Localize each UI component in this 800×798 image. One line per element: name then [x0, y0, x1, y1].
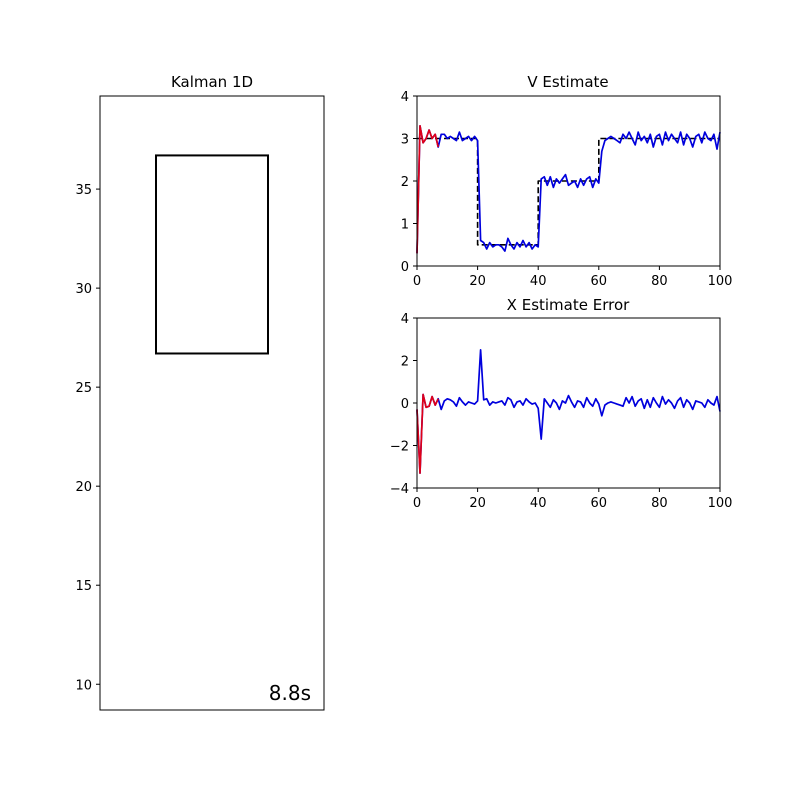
time-label: 8.8s — [269, 681, 311, 705]
v-estimate-y-tick-label: 1 — [401, 218, 409, 233]
tracked-object-box — [155, 154, 269, 355]
v-estimate-y-tick-label: 4 — [401, 90, 409, 105]
kalman-y-tick-label: 30 — [75, 282, 92, 297]
x-estimate-error-frame — [416, 317, 721, 489]
x-estimate-error-x-tick-label: 80 — [651, 496, 668, 511]
x-estimate-error-x-tick-label: 100 — [708, 496, 733, 511]
v-estimate-estimate-line — [416, 124, 721, 254]
v-estimate-true-value-line — [417, 137, 720, 246]
v-estimate-y-tick-label: 3 — [401, 133, 409, 148]
v-estimate-x-tick-label: 60 — [591, 274, 608, 289]
v-estimate-x-tick-label: 40 — [530, 274, 547, 289]
x-estimate-error-x-tick-label: 0 — [413, 496, 421, 511]
v-estimate-y-tick-label: 2 — [401, 175, 409, 190]
x-estimate-error-panel: X Estimate Error 0 20 40 60 80 100 −4 −2 0 2 4 — [390, 296, 733, 511]
kalman-y-tick-label: 25 — [75, 381, 92, 396]
kalman-y-tick-label: 15 — [75, 579, 92, 594]
v-estimate-x-tick-label: 20 — [469, 274, 486, 289]
x-estimate-error-x-tick-label: 20 — [469, 496, 486, 511]
v-estimate-axes: 0 20 40 60 80 100 0 1 2 3 4 — [401, 90, 733, 289]
x-estimate-error-early-estimate-line — [416, 393, 439, 474]
x-estimate-error-series — [416, 349, 721, 474]
x-estimate-error-x-tick-label: 60 — [591, 496, 608, 511]
x-estimate-error-y-tick-label: 4 — [401, 312, 409, 327]
v-estimate-series — [416, 124, 721, 254]
v-estimate-y-tick-label: 0 — [401, 260, 409, 275]
x-estimate-error-axes: 0 20 40 60 80 100 −4 −2 0 2 4 — [390, 312, 733, 511]
x-estimate-error-title: X Estimate Error — [507, 296, 630, 314]
kalman-1d-panel: Kalman 1D 10 15 20 25 30 35 8.8s — [75, 73, 325, 711]
v-estimate-frame — [416, 95, 721, 267]
v-estimate-early-estimate-line — [416, 124, 440, 254]
kalman-1d-frame — [99, 95, 325, 711]
x-estimate-error-y-tick-label: 0 — [401, 397, 409, 412]
kalman-1d-y-axis: 10 15 20 25 30 35 — [75, 183, 100, 693]
kalman-y-tick-label: 10 — [75, 678, 92, 693]
x-estimate-error-y-tick-label: −2 — [390, 440, 409, 455]
v-estimate-x-tick-label: 80 — [651, 274, 668, 289]
v-estimate-x-tick-label: 100 — [708, 274, 733, 289]
v-estimate-x-tick-label: 0 — [413, 274, 421, 289]
x-estimate-error-estimate-line — [416, 349, 721, 474]
kalman-y-tick-label: 20 — [75, 480, 92, 495]
x-estimate-error-x-tick-label: 40 — [530, 496, 547, 511]
x-estimate-error-y-tick-label: −4 — [390, 482, 409, 497]
x-estimate-error-y-tick-label: 2 — [401, 355, 409, 370]
v-estimate-title: V Estimate — [527, 73, 608, 91]
v-estimate-panel: V Estimate 0 20 40 60 80 100 0 1 2 3 4 — [401, 73, 733, 289]
kalman-y-tick-label: 35 — [75, 183, 92, 198]
kalman-1d-title: Kalman 1D — [171, 73, 253, 91]
